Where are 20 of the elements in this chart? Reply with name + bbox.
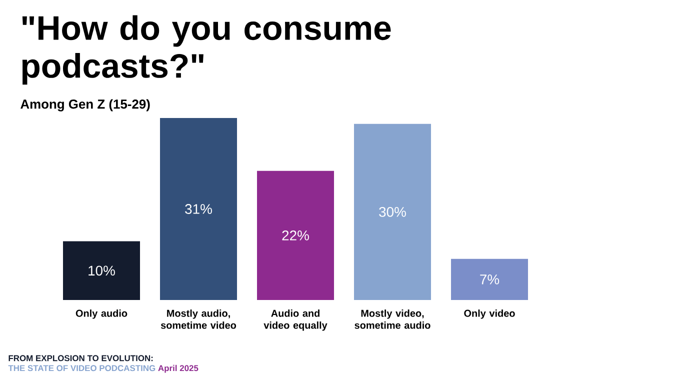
text: FROM EXPLOSION TO EVOLUTION:	[8, 355, 153, 362]
text: THE STATE OF VIDEO PODCASTING	[8, 365, 156, 372]
x-tick-label: Only video	[464, 310, 515, 319]
x-tick-label: Audio and video equally	[264, 310, 328, 331]
chart-title: "How do you consume podcasts?"	[22, 15, 391, 85]
data-label: 7%	[480, 274, 500, 284]
x-tick-label: Mostly video, sometime audio	[354, 310, 430, 329]
data-label: 31%	[185, 204, 212, 214]
data-label: 22%	[282, 230, 309, 240]
bar	[451, 258, 528, 300]
x-tick-label: Only audio	[76, 310, 128, 319]
text: April 2025	[158, 364, 198, 373]
x-tick-label: Mostly audio, sometime video	[160, 310, 236, 329]
bar	[354, 124, 432, 300]
data-label: 10%	[88, 266, 115, 276]
bar	[257, 170, 334, 300]
data-label: 30%	[379, 206, 406, 217]
bar	[160, 118, 238, 300]
bar	[63, 241, 140, 300]
chart-subtitle: Among Gen Z (15-29)	[20, 99, 150, 112]
